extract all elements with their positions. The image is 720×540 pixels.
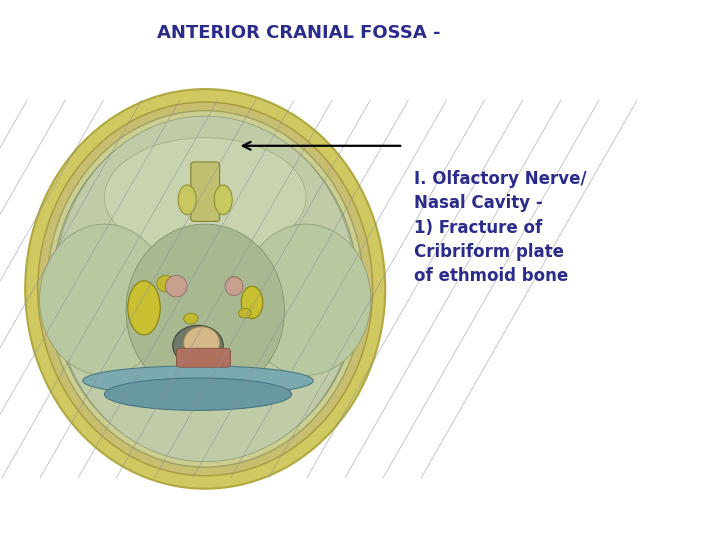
FancyBboxPatch shape	[176, 348, 230, 367]
FancyBboxPatch shape	[191, 162, 220, 221]
Ellipse shape	[104, 378, 292, 410]
Ellipse shape	[166, 275, 187, 297]
Ellipse shape	[225, 276, 243, 295]
Ellipse shape	[241, 224, 371, 375]
Ellipse shape	[241, 286, 263, 319]
Ellipse shape	[54, 116, 356, 462]
Ellipse shape	[126, 224, 284, 397]
Ellipse shape	[157, 275, 174, 292]
Ellipse shape	[127, 281, 160, 335]
Text: ANTERIOR CRANIAL FOSSA -: ANTERIOR CRANIAL FOSSA -	[157, 24, 441, 42]
Ellipse shape	[184, 327, 220, 359]
Ellipse shape	[83, 366, 313, 395]
Ellipse shape	[215, 185, 232, 215]
Text: I. Olfactory Nerve/
Nasal Cavity -
1) Fracture of
Cribriform plate
of ethmoid bo: I. Olfactory Nerve/ Nasal Cavity - 1) Fr…	[414, 170, 587, 285]
Ellipse shape	[104, 138, 306, 256]
Ellipse shape	[173, 325, 223, 366]
Ellipse shape	[25, 89, 385, 489]
Ellipse shape	[238, 308, 251, 318]
Ellipse shape	[184, 313, 198, 324]
Ellipse shape	[37, 102, 373, 476]
Ellipse shape	[178, 185, 196, 215]
Ellipse shape	[40, 224, 169, 375]
Ellipse shape	[47, 111, 364, 467]
Ellipse shape	[227, 276, 241, 291]
Ellipse shape	[52, 117, 359, 460]
